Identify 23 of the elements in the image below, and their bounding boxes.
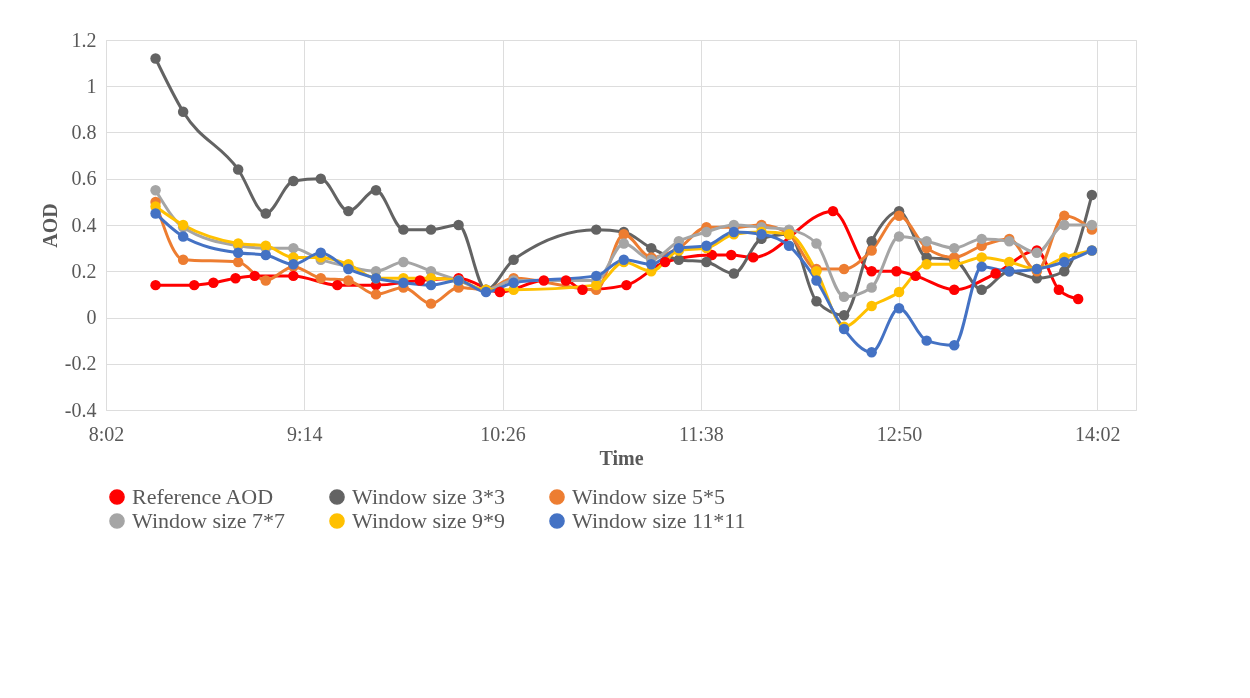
x-axis-title: Time	[599, 446, 644, 469]
x-tick-label: 11:38	[678, 422, 724, 445]
x-tick-label: 10:26	[480, 422, 526, 445]
legend-label: Window size 11*11	[572, 508, 746, 533]
legend-label: Window size 7*7	[132, 508, 286, 533]
legend-label: Window size 3*3	[352, 484, 506, 509]
y-tick-label: 0.8	[71, 121, 97, 143]
legend-label: Window size 9*9	[352, 508, 506, 533]
y-tick-label: 1.2	[71, 28, 97, 51]
y-tick-label: -0.2	[64, 352, 97, 375]
x-tick-label: 12:50	[876, 422, 923, 445]
y-tick-label: 0.6	[71, 167, 97, 190]
x-tick-label: 9:14	[286, 422, 323, 445]
legend-label: Window size 5*5	[572, 484, 726, 509]
x-tick-label: 8:02	[88, 422, 125, 445]
y-tick-label: 0.2	[71, 259, 97, 282]
y-tick-label: 0.4	[71, 213, 97, 236]
y-tick-label: -0.4	[64, 398, 97, 421]
y-axis-title: AOD	[38, 203, 61, 248]
y-tick-label: 0	[86, 306, 97, 328]
y-tick-label: 1	[86, 74, 97, 97]
legend-label: Reference AOD	[132, 484, 274, 509]
x-tick-label: 14:02	[1075, 422, 1121, 445]
